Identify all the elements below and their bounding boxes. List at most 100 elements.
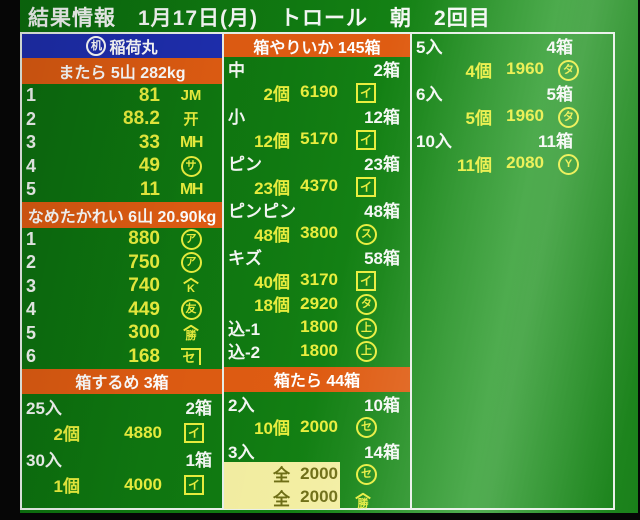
roof-mark-icon xyxy=(184,278,198,284)
lot-number: 1 xyxy=(26,85,37,106)
column-middle: 箱やりいか 145箱 中 2箱 2個 6190 イ 小 12箱 12個 5170… xyxy=(224,34,410,510)
table-row: 2 750 ア xyxy=(22,251,222,275)
round-label: 2回目 xyxy=(434,7,491,30)
buyer-mark: イ xyxy=(356,176,376,197)
buyer-mark: サ xyxy=(160,155,222,177)
pack-size: 5入 xyxy=(416,38,443,58)
price: 1960 xyxy=(506,59,544,79)
table-row: 6 168 セ xyxy=(22,345,222,369)
box-count: 4箱 xyxy=(546,38,573,58)
buyer-mark: 开 xyxy=(183,110,199,128)
box-count: 48箱 xyxy=(364,202,400,222)
quantity: 10個 xyxy=(254,419,290,439)
price: 3170 xyxy=(300,270,338,290)
table-row-highlighted: 全 2000 セ xyxy=(224,462,410,486)
box-count: 2箱 xyxy=(373,61,400,81)
table-row: 込-1 1800 上 xyxy=(224,316,410,340)
pack-size: 25入 xyxy=(26,399,62,418)
buyer-mark: セ xyxy=(160,348,222,366)
table-row: 5 300 勝 xyxy=(22,322,222,346)
price: 4370 xyxy=(300,176,338,196)
grade-label: 込-2 xyxy=(228,343,261,363)
price: 2000 xyxy=(300,416,338,436)
roof-mark-icon xyxy=(356,493,370,499)
ship-mark-icon: 机 xyxy=(86,36,107,56)
quantity: 全 xyxy=(273,489,290,509)
box-count: 58箱 xyxy=(364,249,400,269)
section-header-yariika: 箱やりいか 145箱 xyxy=(224,34,410,57)
column-right: 5入 4箱 4個 1960 タ 6入 5箱 5個 1960 タ 10入 11箱 xyxy=(412,34,613,508)
table-row: 40個 3170 イ xyxy=(224,269,410,293)
price: 1800 xyxy=(300,317,338,337)
pack-size: 10入 xyxy=(416,132,452,152)
quantity: 23個 xyxy=(254,178,290,198)
table-row: 4個 1960 タ xyxy=(412,58,613,82)
price: 2000 xyxy=(300,487,338,507)
lot-number: 4 xyxy=(26,155,37,176)
box-count: 1箱 xyxy=(185,451,212,470)
price: 449 xyxy=(128,298,160,320)
box-count: 5箱 xyxy=(546,85,573,105)
quantity: 2個 xyxy=(53,425,80,444)
roof-mark-icon xyxy=(184,325,198,331)
box-count: 2箱 xyxy=(185,399,212,418)
buyer-mark: セ xyxy=(356,462,377,486)
price: 3800 xyxy=(300,223,338,243)
column-divider xyxy=(410,34,412,508)
price: 2000 xyxy=(300,463,338,483)
lot-number: 6 xyxy=(26,346,37,367)
quantity: 48個 xyxy=(254,225,290,245)
table-row: ピンピン 48箱 xyxy=(224,198,410,222)
session-label: 朝 xyxy=(390,7,413,30)
lot-number: 2 xyxy=(26,252,37,273)
table-row: 11個 2080 Y xyxy=(412,152,613,176)
table-row-highlighted: 全 2000 勝 xyxy=(224,485,410,510)
table-row: 4 49 サ xyxy=(22,155,222,179)
buyer-mark: Y xyxy=(558,152,579,175)
buyer-mark: MH xyxy=(180,180,203,198)
quantity: 1個 xyxy=(53,477,80,496)
table-row: 18個 2920 タ xyxy=(224,292,410,316)
lot-number: 1 xyxy=(26,228,37,249)
page-title: 結果情報 xyxy=(28,7,116,30)
lot-number: 3 xyxy=(26,275,37,296)
quantity: 11個 xyxy=(457,155,492,175)
lot-number: 5 xyxy=(26,322,37,343)
buyer-mark: イ xyxy=(184,474,204,495)
buyer-mark: ア xyxy=(160,228,222,250)
table-row: 48個 3800 ス xyxy=(224,222,410,246)
column-divider xyxy=(222,34,224,508)
buyer-mark: タ xyxy=(356,292,377,316)
quantity: 5個 xyxy=(465,108,492,128)
buyer-mark: タ xyxy=(558,105,579,128)
buyer-mark: 上 xyxy=(356,339,377,363)
price: 4000 xyxy=(124,474,162,494)
price: 300 xyxy=(128,322,160,344)
buyer-mark: イ xyxy=(356,82,376,103)
table-row: 中 2箱 xyxy=(224,57,410,81)
table-row: 10個 2000 セ xyxy=(224,415,410,439)
box-count: 12箱 xyxy=(364,108,400,128)
price: 740 xyxy=(128,275,160,297)
quantity: 4個 xyxy=(465,61,492,81)
buyer-mark: イ xyxy=(356,270,376,291)
table-row: 込-2 1800 上 xyxy=(224,339,410,363)
price: 88.2 xyxy=(123,108,160,130)
ship-name: 稲荷丸 xyxy=(109,40,158,57)
column-left: 机 稲荷丸 またら 5山 282kg 1 81 JM 2 88.2 开 3 33… xyxy=(22,34,222,508)
table-row: 4 449 友 xyxy=(22,298,222,322)
price: 5170 xyxy=(300,129,338,149)
lot-number: 5 xyxy=(26,179,37,200)
table-row: 1 81 JM xyxy=(22,84,222,108)
price: 880 xyxy=(128,228,160,250)
buyer-mark: タ xyxy=(558,58,579,81)
pack-size: 2入 xyxy=(228,395,255,415)
table-row: キズ 58箱 xyxy=(224,245,410,269)
lot-number: 2 xyxy=(26,108,37,129)
table-row: 2個 4880 イ xyxy=(22,420,222,446)
buyer-mark: 勝 xyxy=(160,325,222,342)
grade-label: 込-1 xyxy=(228,319,261,339)
quantity: 12個 xyxy=(254,131,290,151)
table-row: 2個 6190 イ xyxy=(224,81,410,105)
pack-size: 6入 xyxy=(416,85,443,105)
